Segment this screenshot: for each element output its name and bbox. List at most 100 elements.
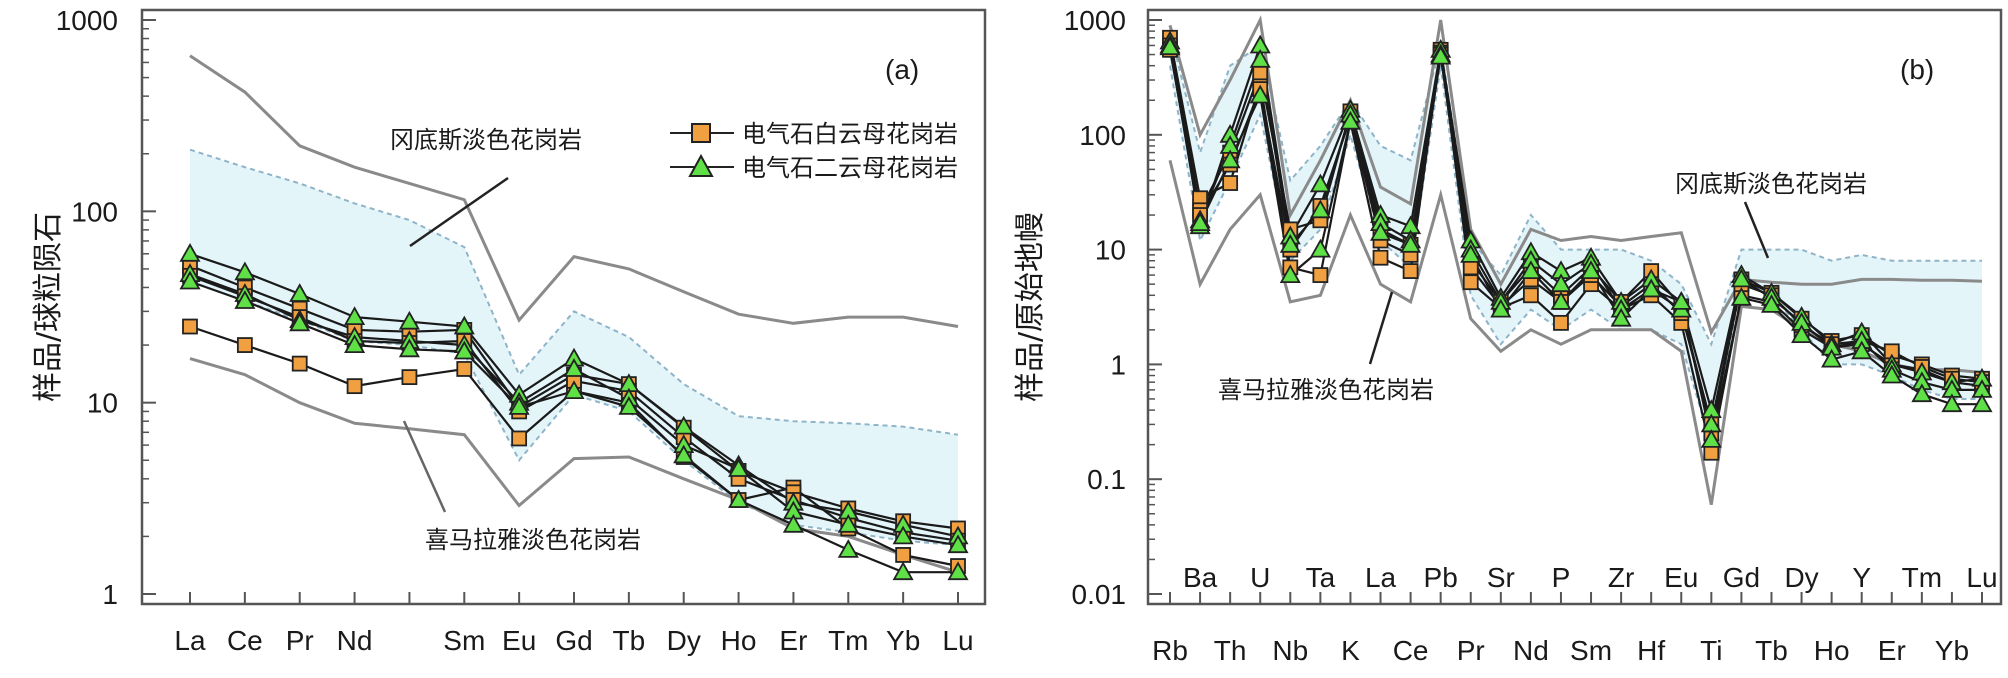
panel-a-gangdese-leader: [409, 176, 509, 248]
panel-b-y-tick-label: 0.1: [1087, 464, 1126, 495]
panel-a-series-4-point-Tm: [837, 513, 859, 533]
panel-b-series-5-point-Nb: [1279, 264, 1301, 284]
panel-a-series-4-point-Yb: [892, 525, 914, 545]
panel-a-gangdese-field-fill: [190, 149, 958, 546]
panel-a-series-0-point-Ce: [236, 337, 253, 353]
panel-b-y-tick-label: 1000: [1064, 5, 1126, 36]
panel-b-series-5-point-Rb: [1159, 36, 1181, 56]
panel-a-series-5-point-Dy: [673, 444, 695, 464]
panel-b-series-5-point-Pb: [1430, 45, 1452, 65]
panel-b-series-4-point-Ta: [1309, 199, 1331, 219]
panel-b-x-label-Ba: Ba: [1183, 562, 1218, 593]
panel-a-series-4-point-Ho: [728, 458, 750, 477]
panel-b-series-4-line: [1168, 45, 1982, 425]
panel-b-x-label-Hf: Hf: [1637, 635, 1665, 666]
panel-a-series-0-point-La: [182, 318, 198, 335]
panel-a-himalaya-leader: [402, 420, 447, 513]
panel-b-y-axis: 0.01 0.1 1 10 100 1000: [1064, 5, 1162, 610]
panel-b-x-label-Sm: Sm: [1570, 635, 1612, 666]
panel-b-series-0-point-Th: [1222, 175, 1239, 191]
panel-a-series-5-point-Lu: [947, 561, 969, 581]
panel-a-series-0-point-Nd: [346, 378, 363, 395]
panel-b-series-5-point-Ta: [1309, 238, 1331, 258]
panel-b-x-label-U: U: [1250, 562, 1270, 593]
panel-b-x-label-Sr: Sr: [1487, 562, 1515, 593]
panel-a-series-5-point-Tm: [837, 539, 859, 558]
panel-b-himalaya-annotation: 喜马拉雅淡色花岗岩: [1218, 376, 1434, 404]
panel-a-y-tick-label: 1000: [56, 5, 118, 36]
panel-b-himalaya-leader: [1368, 291, 1394, 365]
panel-b-gangdese-annotation: 冈底斯淡色花岗岩: [1675, 170, 1867, 198]
panel-b-gangdese-field-upper: [1169, 30, 1982, 347]
panel-b-x-label-Ta: Ta: [1306, 562, 1336, 593]
panel-b-x-label-Nb: Nb: [1272, 635, 1308, 666]
panel-b-x-label-Y: Y: [1852, 562, 1871, 593]
panel-b-x-label-Th: Th: [1214, 635, 1247, 666]
panel-a-series-0-point-Eu: [511, 430, 528, 447]
panel-a-y-tick-label: 10: [87, 388, 118, 419]
panel-a-x-label-Tm: Tm: [828, 625, 868, 656]
panel-b-x-label-Ho: Ho: [1814, 635, 1850, 666]
panel-b-series-4-point-U: [1249, 48, 1271, 68]
panel-a-series-0-point-Sm: [456, 361, 473, 377]
panel-b-series-5-point-Lu: [1971, 393, 1993, 413]
panel-a-series-5-point-Pr: [289, 312, 311, 332]
panel-b-series-4-point-Gd: [1730, 268, 1752, 288]
panel-a-x-label-Pr: Pr: [286, 625, 314, 656]
panel-a-series-0-point-Pr: [291, 355, 308, 372]
panel-a-x-label-Ce: Ce: [227, 625, 263, 656]
panel-b-series-5-point-Tm: [1911, 383, 1933, 403]
panel-a-series-3-point-Pr: [289, 283, 311, 302]
panel-b-series-5-point-Er: [1881, 364, 1903, 384]
panel-b-series-5-point-Eu: [1670, 291, 1692, 310]
panel-b-series-3-line: [1168, 41, 1983, 411]
panel-a-x-label-Yb: Yb: [886, 625, 920, 656]
panel-a-series: [179, 242, 969, 581]
panel-a-series-3-point-Ce: [234, 261, 256, 281]
panel-b-x-label-Dy: Dy: [1784, 562, 1818, 593]
panel-b-x-label-Ce: Ce: [1393, 635, 1429, 666]
panel-b-series-5-line: [1168, 47, 1982, 441]
panel-a-label: (a): [885, 54, 919, 85]
panel-b-x-label-Tm: Tm: [1902, 562, 1942, 593]
panel-b-series-5-point-Ba: [1189, 212, 1211, 232]
panel-a-series-5-point-Yb: [892, 561, 914, 581]
panel-a-himalaya-envelope-upper: [189, 54, 959, 328]
panel-b-y-axis-title: 样品/原始地幔: [1013, 212, 1048, 402]
panel-b-x-axis: Rb Ba Th U Nb Ta K La Ce Pb Pr Sr Nd P Sm Zr Hf Eu Ti Gd Tb D…: [1152, 562, 1997, 666]
panel-a-series-4-point-Lu: [947, 534, 969, 554]
panel-a-x-axis: La Ce Pr Nd Sm Eu Gd Tb Dy Ho Er Tm Yb Lu: [174, 592, 974, 656]
panel-b-trace-element-pattern: 0.01 0.1 1 10 100 1000 Rb Ba Th U Nb Ta K La Ce Pb Pr Sr…: [1013, 5, 2003, 666]
panel-b-series-3-point-Ta: [1309, 173, 1331, 193]
panel-b-y-tick-label: 100: [1079, 120, 1126, 151]
panel-a-series-5-point-Tb: [618, 396, 640, 415]
panel-b-series-5-point-U: [1249, 84, 1271, 104]
panel-b-series-5-point-Pr: [1460, 244, 1482, 263]
panel-b-series-0-point-Pr: [1462, 274, 1479, 291]
panel-a-series-3-point-Pm: [398, 310, 420, 330]
panel-b-series-5-point-Tb: [1760, 294, 1783, 313]
panel-a-series-5-point-Pm: [398, 338, 420, 358]
panel-a-x-label-Nd: Nd: [337, 625, 373, 656]
panel-b-series-0-line: [1168, 37, 1983, 453]
panel-b-x-label-P: P: [1552, 562, 1571, 593]
panel-b-series-5-point-P: [1550, 291, 1572, 310]
panel-b-y-tick-label: 0.01: [1072, 579, 1127, 610]
panel-a-x-label-Ho: Ho: [721, 625, 757, 656]
panel-a-himalaya-envelope-lower: [189, 357, 959, 574]
panel-b-gangdese-field-lower: [1169, 65, 1982, 445]
panel-b-x-label-Pr: Pr: [1457, 635, 1485, 666]
panel-a-series-3-point-Dy: [673, 415, 695, 435]
panel-a-x-label-La: La: [174, 625, 206, 656]
panel-a-series-5-point-Ho: [728, 489, 750, 508]
panel-b-x-label-Pb: Pb: [1424, 562, 1458, 593]
panel-a-series-5-point-Gd: [563, 380, 585, 400]
panel-b-frame: [1146, 8, 2003, 606]
panel-a-series-3-point-Sm: [453, 315, 475, 335]
panel-a-series-3-point-La: [179, 242, 201, 262]
panel-b-series-0-point-Ti: [1703, 444, 1720, 461]
panel-b-series: [1159, 29, 1993, 461]
panel-b-x-label-Gd: Gd: [1723, 562, 1760, 593]
panel-b-series-4-point-Nb: [1279, 233, 1301, 253]
